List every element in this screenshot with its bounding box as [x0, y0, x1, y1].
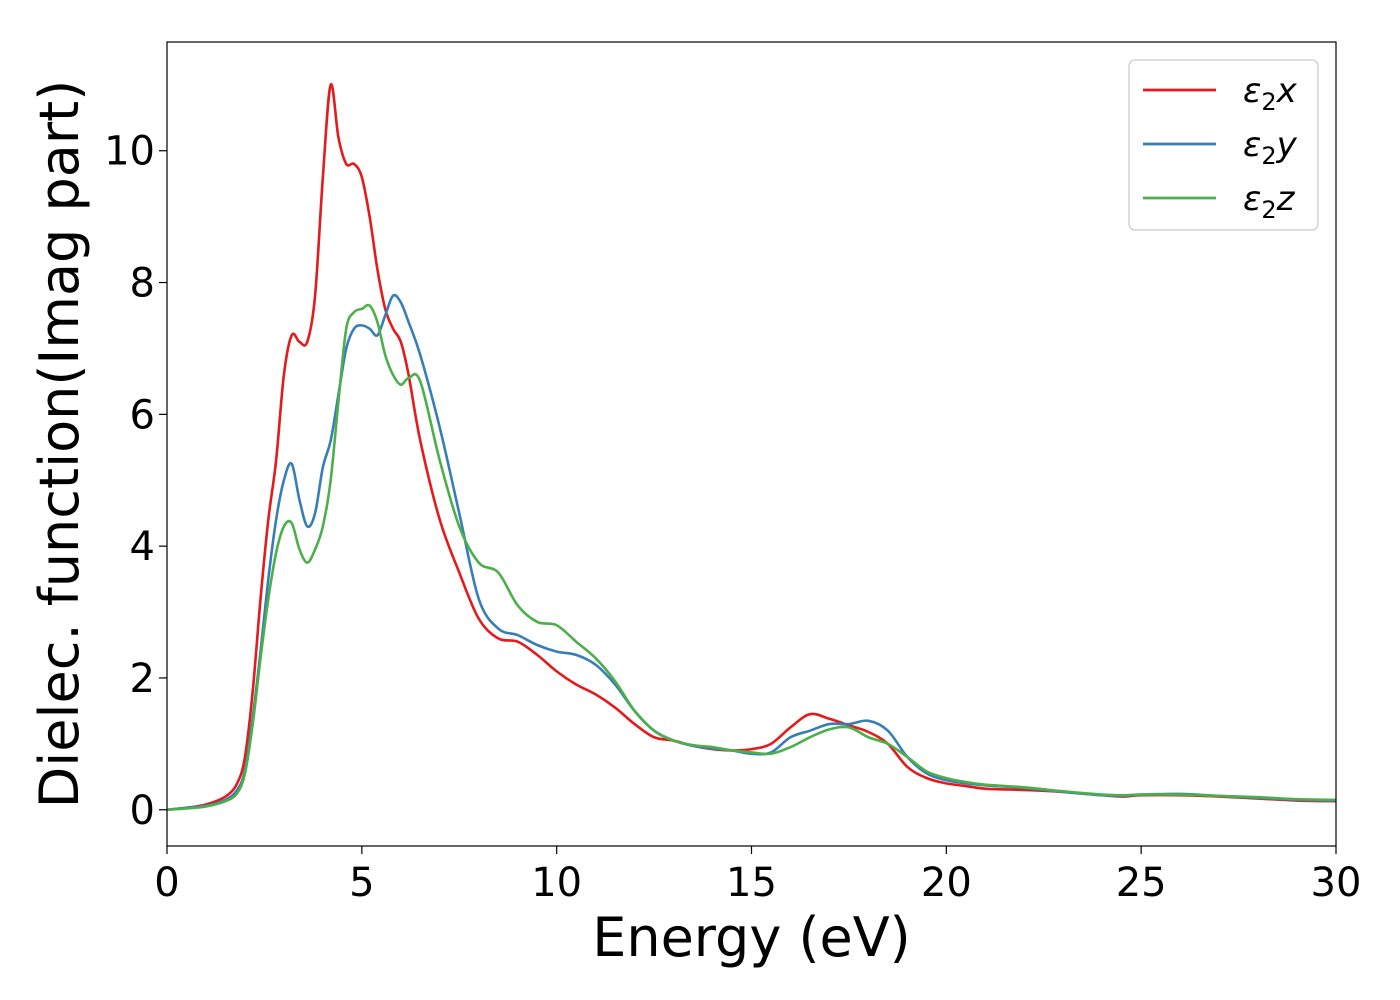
y-tick-label: 4 [130, 524, 155, 570]
x-tick-label: 0 [154, 860, 179, 906]
legend: ε2x ε2y ε2z [1128, 59, 1319, 231]
x-tick-label: 15 [726, 860, 777, 906]
x-tick-label: 10 [531, 860, 582, 906]
y-axis-title: Dielec. function(Imag part) [28, 80, 91, 809]
x-tick-label: 5 [349, 860, 374, 906]
y-tick-label: 6 [130, 392, 155, 438]
series-line-x [167, 83, 1336, 812]
series-layer [167, 83, 1336, 812]
series-line-y [167, 293, 1336, 812]
x-axis-title: Energy (eV) [592, 906, 911, 969]
legend-label-y: ε2y [1243, 125, 1298, 170]
series-line-z [167, 303, 1336, 812]
y-axis: 0 2 4 6 8 10 [104, 129, 167, 834]
x-tick-label: 25 [1116, 860, 1167, 906]
legend-label-x: ε2x [1243, 71, 1298, 116]
y-tick-label: 10 [104, 129, 155, 175]
y-tick-label: 0 [130, 788, 155, 834]
x-axis: 0 5 10 15 20 25 30 [154, 846, 1361, 906]
x-tick-label: 30 [1311, 860, 1362, 906]
x-tick-label: 20 [921, 860, 972, 906]
legend-box [1128, 59, 1319, 231]
y-tick-label: 2 [130, 656, 155, 702]
y-tick-label: 8 [130, 261, 155, 307]
legend-label-z: ε2z [1243, 179, 1296, 224]
